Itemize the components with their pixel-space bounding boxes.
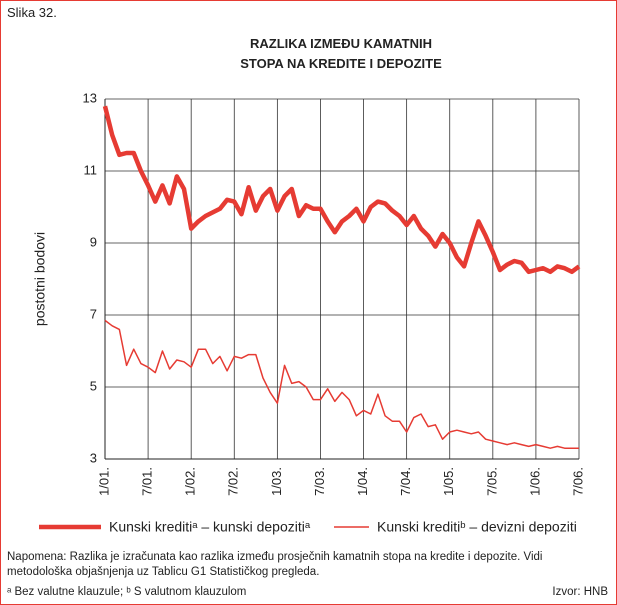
source: Izvor: HNB (552, 586, 608, 598)
y-tick-label: 11 (84, 162, 98, 177)
legend-label: Kunski kreditiᵃ – kunski depozitiᵃ (109, 519, 311, 535)
series-line (102, 105, 581, 275)
x-tick-label: 7/02. (226, 467, 241, 496)
footnote: ᵃ Bez valutne klauzule; ᵇ S valutnom kla… (7, 586, 247, 598)
x-tick-label: 1/01. (96, 467, 111, 496)
chart-title: RAZLIKA IZMEĐU KAMATNIH STOPA NA KREDITE… (181, 34, 501, 74)
y-tick-label: 7 (90, 306, 97, 321)
x-tick-label: 1/03. (269, 467, 284, 496)
legend-label: Kunski kreditiᵇ – devizni depoziti (377, 519, 577, 535)
y-tick-label: 3 (90, 450, 97, 465)
series-line (104, 319, 579, 449)
x-tick-label: 1/04. (355, 467, 370, 496)
x-tick-label: 7/06. (570, 467, 585, 496)
y-tick-label: 5 (90, 378, 97, 393)
note: Napomena: Razlika je izračunata kao razl… (7, 551, 543, 578)
x-tick-label: 1/02. (183, 467, 198, 496)
x-tick-label: 7/04. (398, 467, 413, 496)
x-tick-label: 1/06. (527, 467, 542, 496)
x-tick-label: 7/03. (312, 467, 327, 496)
figure-label: Slika 32. (7, 5, 57, 20)
y-tick-label: 13 (83, 90, 97, 105)
y-axis-label: postotni bodovi (32, 232, 48, 326)
title-line: STOPA NA KREDITE I DEPOZITE (240, 56, 442, 71)
x-tick-label: 7/05. (484, 467, 499, 496)
x-tick-label: 7/01. (140, 467, 155, 496)
x-tick-label: 1/05. (441, 467, 456, 496)
title-line: RAZLIKA IZMEĐU KAMATNIH (250, 36, 432, 51)
y-tick-label: 9 (90, 234, 97, 249)
